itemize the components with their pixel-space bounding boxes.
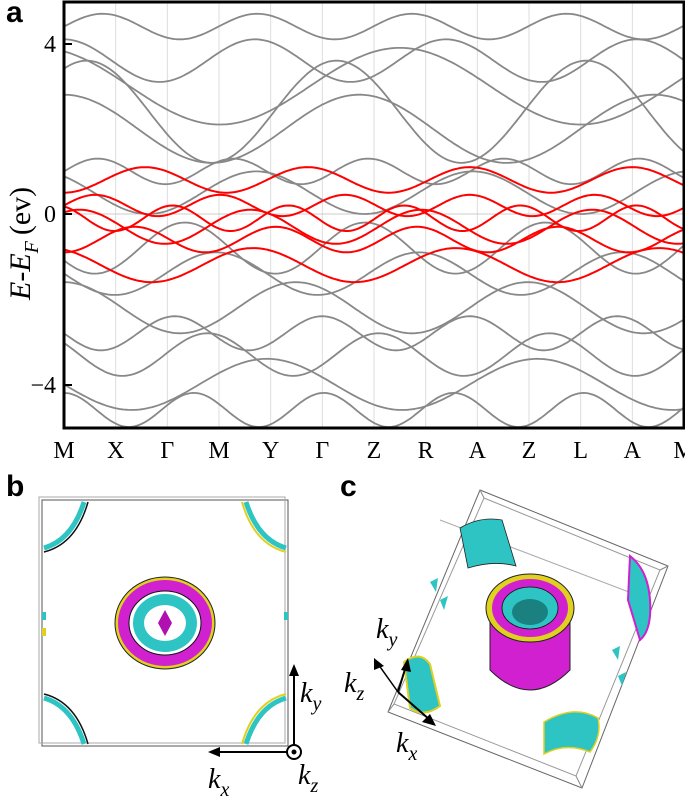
side-sliver-left xyxy=(42,612,46,620)
gray-band xyxy=(64,281,685,335)
ky-arrow-b xyxy=(289,664,299,676)
gray-band xyxy=(63,38,685,83)
band-structure-plot: 4 0 −4 E-EF(ev) M X Γ M Y Γ Z R A Z L A M xyxy=(4,0,685,464)
y-axis-label: E-EF(ev) xyxy=(4,187,43,301)
red-band xyxy=(63,247,685,284)
ky-arrow-c xyxy=(374,658,384,670)
kx-arrow-b xyxy=(208,747,220,757)
kz-label-c: kz xyxy=(344,668,364,705)
gray-band xyxy=(63,59,685,164)
kpath-label: Z xyxy=(522,438,537,464)
fermi-surface-topview: ky kx kz xyxy=(38,496,321,798)
corner-pocket-bl xyxy=(43,695,87,745)
ytick-label-4: 4 xyxy=(44,32,56,58)
corner-pocket-br xyxy=(243,695,287,745)
kpath-label: M xyxy=(673,438,685,464)
red-band xyxy=(63,193,685,218)
corner-pocket-c-bottom xyxy=(543,711,600,756)
ky-axis-c xyxy=(377,663,399,693)
kpath-label: M xyxy=(208,438,229,464)
flake-3 xyxy=(612,646,620,660)
kpath-label: M xyxy=(53,438,74,464)
red-band xyxy=(64,225,685,254)
gray-band xyxy=(63,251,685,296)
kpath-label: Γ xyxy=(315,438,329,464)
corner-pocket-c-left xyxy=(402,655,442,714)
kx-label-b: kx xyxy=(208,764,229,798)
red-band xyxy=(63,166,685,194)
kpoint-gridlines xyxy=(115,2,633,428)
kx-axis-c xyxy=(397,691,431,721)
panel-label-b: b xyxy=(6,470,25,503)
red-bands xyxy=(63,166,685,284)
panel-label-a: a xyxy=(6,0,23,29)
corner-pocket-tl-edge xyxy=(43,501,89,553)
ytick-label-m4: −4 xyxy=(30,373,56,399)
flake-1 xyxy=(430,578,438,592)
ky-label-c: ky xyxy=(376,614,397,651)
kz-dot-b xyxy=(291,749,297,755)
red-band xyxy=(63,208,685,245)
gray-band xyxy=(63,12,685,41)
ky-label-b: ky xyxy=(300,678,321,715)
kpath-label: Z xyxy=(367,438,382,464)
side-sliver-right xyxy=(284,612,288,620)
kpath-label: Γ xyxy=(160,438,174,464)
gray-band xyxy=(63,332,685,377)
corner-pocket-c-right xyxy=(626,554,652,642)
corner-pocket-br-edge xyxy=(241,693,287,745)
kx-arrow-c xyxy=(422,714,436,726)
kz-label-b: kz xyxy=(298,760,318,797)
bz-edge-3 xyxy=(575,775,583,789)
flake-2 xyxy=(440,596,448,610)
kpath-label: A xyxy=(624,438,642,464)
corner-pocket-tr-edge xyxy=(241,501,287,553)
corner-pocket-bl-edge xyxy=(43,693,89,745)
side-sliver-left-2 xyxy=(42,628,46,636)
bz-edge-1 xyxy=(479,489,485,499)
kz-arrow-c xyxy=(401,658,411,672)
gray-bands xyxy=(63,12,685,428)
gray-band xyxy=(63,170,685,215)
ytick-label-0: 0 xyxy=(44,202,56,228)
corner-pocket-tr xyxy=(243,501,287,551)
panel-label-c: c xyxy=(340,470,357,503)
central-diamond xyxy=(158,610,172,636)
corner-pocket-tl xyxy=(43,501,87,551)
gray-band xyxy=(63,47,685,126)
gray-band xyxy=(63,93,685,164)
flake-4 xyxy=(618,672,626,686)
gray-band xyxy=(63,315,685,352)
kpath-label: Y xyxy=(262,438,279,464)
kpath-label: R xyxy=(418,438,434,464)
corner-pocket-c-top xyxy=(459,518,517,569)
gray-band xyxy=(63,357,685,411)
gray-band xyxy=(63,221,685,275)
kx-label-c: kx xyxy=(396,728,417,765)
central-top-hole xyxy=(512,599,548,625)
bz-edge-4 xyxy=(387,703,395,713)
kpath-label: A xyxy=(469,438,487,464)
kpath-label: X xyxy=(107,438,124,464)
kpath-label: L xyxy=(573,438,588,464)
gray-band xyxy=(63,391,685,428)
gray-band xyxy=(63,157,685,186)
fermi-surface-3d: ky kz kx xyxy=(344,489,669,789)
red-band xyxy=(63,204,685,233)
bz-edge-2 xyxy=(659,565,669,571)
